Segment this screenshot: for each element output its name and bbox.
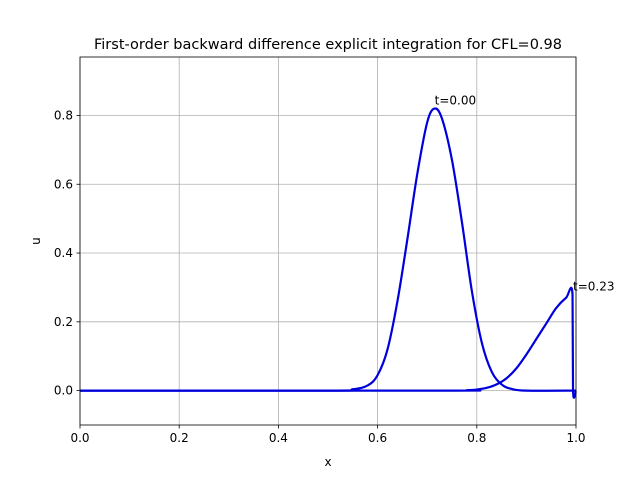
x-axis-label: x [324, 455, 331, 469]
annotation-1: t=0.23 [573, 279, 614, 293]
y-tick-label: 0.4 [54, 246, 73, 260]
series-line-1 [79, 286, 578, 399]
x-tick-label: 0.6 [368, 431, 387, 445]
annotations: t=0.00 t=0.23 [435, 94, 615, 294]
x-tick-label: 0.4 [269, 431, 288, 445]
x-tick-label: 0.2 [170, 431, 189, 445]
series-line-0 [79, 107, 577, 392]
annotation-0: t=0.00 [435, 94, 476, 108]
y-axis-label: u [29, 237, 43, 245]
series-layer [79, 107, 578, 399]
y-tick-label: 0.6 [54, 177, 73, 191]
y-tick-label: 0.8 [54, 108, 73, 122]
x-tick-label: 0.8 [467, 431, 486, 445]
chart-title: First-order backward difference explicit… [94, 37, 562, 53]
y-tick-label: 0.0 [54, 384, 73, 398]
x-tick-label: 0.0 [70, 431, 89, 445]
x-tick-label: 1.0 [566, 431, 585, 445]
grid [79, 57, 577, 425]
ticks: 0.0 0.2 0.4 0.6 0.8 1.0 0.0 0.2 0.4 0.6 0.8 [54, 108, 586, 445]
plot-frame [79, 56, 577, 426]
y-tick-label: 0.2 [54, 315, 73, 329]
